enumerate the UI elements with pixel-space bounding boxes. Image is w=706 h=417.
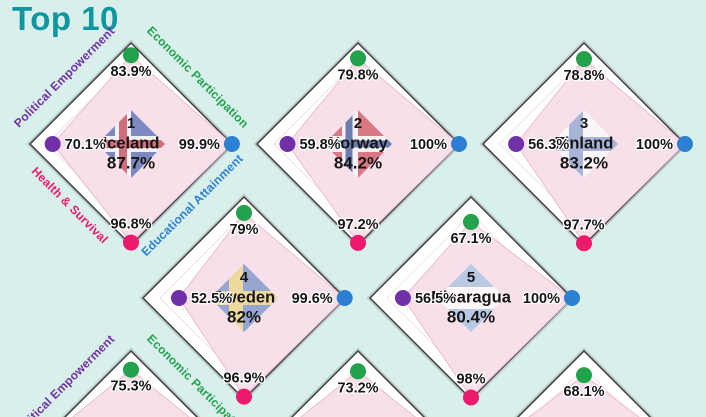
economic-dot [462, 213, 479, 230]
economic-dot [576, 51, 592, 68]
country-rank: 2 [353, 115, 361, 132]
radar-chart-row2-col1: 73.2% [287, 347, 428, 417]
data-polygon [528, 374, 640, 417]
health-dot [576, 235, 592, 252]
economic-value-label: 83.9% [110, 64, 151, 80]
country-name: Norway [328, 134, 388, 152]
education-dot [563, 290, 580, 306]
page-title: Top 10 [12, 0, 119, 37]
economic-dot [349, 363, 366, 380]
radar-chart-iceland: 1Iceland87.7%83.9%99.9%96.8%70.1%Economi… [11, 24, 251, 259]
political-dot [394, 290, 411, 306]
political-value-label: 59.8% [299, 137, 340, 153]
economic-value-label: 78.8% [563, 68, 604, 84]
country-rank: 5 [467, 269, 475, 286]
country-score: 80.4% [447, 307, 495, 326]
economic-dot [236, 204, 253, 221]
health-dot [349, 234, 366, 251]
political-dot [508, 136, 525, 152]
economic-value-label: 75.3% [110, 379, 151, 395]
education-dot [336, 290, 353, 306]
education-dot [450, 136, 467, 152]
economic-value-label: 79% [230, 222, 259, 238]
political-value-label: 52.5% [191, 291, 232, 307]
data-polygon [72, 369, 190, 417]
political-value-label: 56.3% [528, 137, 569, 153]
country-rank: 1 [127, 115, 135, 132]
education-dot [223, 136, 240, 152]
country-score: 82% [227, 307, 261, 326]
political-dot [278, 136, 295, 152]
economic-value-label: 67.1% [450, 231, 491, 247]
economic-value-label: 73.2% [337, 380, 378, 396]
health-dot [462, 389, 479, 406]
political-value-label: 70.1% [65, 137, 106, 153]
country-rank: 3 [580, 115, 588, 132]
country-score: 87.7% [107, 153, 155, 172]
country-name: Finland [555, 134, 614, 152]
country-score: 83.2% [560, 153, 608, 172]
economic-dot [349, 50, 366, 67]
education-value-label: 99.9% [179, 137, 220, 153]
economic-dot [123, 47, 139, 64]
economic-dot [123, 361, 139, 378]
radar-chart-row2-col2: 68.1% [514, 347, 654, 417]
country-name: Iceland [103, 134, 160, 152]
political-dot [171, 290, 188, 306]
health-value-label: 96.9% [224, 371, 265, 387]
health-value-label: 97.2% [337, 217, 378, 233]
health-dot [123, 234, 139, 251]
health-value-label: 96.8% [110, 217, 151, 233]
economic-dot [576, 367, 592, 384]
education-dot [677, 136, 693, 152]
country-name: Sweden [213, 288, 275, 306]
political-dot [44, 136, 61, 152]
country-rank: 4 [240, 269, 249, 286]
education-value-label: 100% [523, 291, 560, 307]
economic-value-label: 79.8% [337, 67, 378, 83]
education-value-label: 100% [636, 137, 673, 153]
economic-value-label: 68.1% [563, 384, 604, 400]
country-score: 84.2% [333, 153, 381, 172]
health-value-label: 98% [456, 371, 485, 387]
data-polygon [299, 370, 416, 417]
political-value-label: 56.5% [415, 291, 456, 307]
country-name: Nicaragua [431, 288, 512, 306]
education-value-label: 99.6% [292, 291, 333, 307]
health-value-label: 97.7% [563, 217, 604, 233]
health-dot [236, 388, 253, 405]
education-value-label: 100% [409, 137, 446, 153]
